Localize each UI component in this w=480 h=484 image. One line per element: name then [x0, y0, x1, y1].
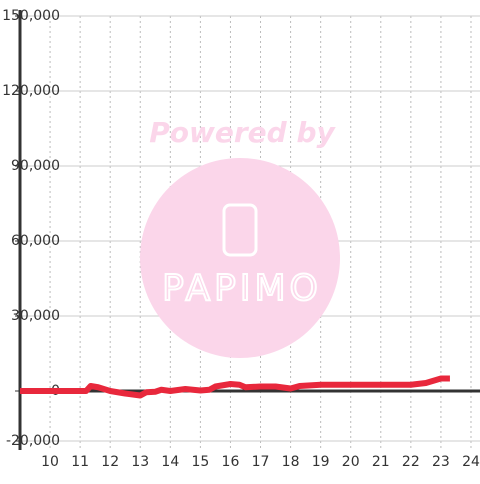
y-tick-label: 90,000 — [11, 158, 60, 174]
x-tick-label: 20 — [342, 454, 360, 470]
x-tick-label: 12 — [101, 454, 119, 470]
x-tick-label: 21 — [372, 454, 390, 470]
y-tick-label: 60,000 — [11, 233, 60, 249]
x-tick-label: 14 — [161, 454, 179, 470]
y-tick-label: 150,000 — [2, 8, 60, 24]
x-tick-label: 22 — [402, 454, 420, 470]
x-tick-label: 13 — [131, 454, 149, 470]
y-tick-label: 120,000 — [2, 83, 60, 99]
series-line — [20, 375, 450, 399]
x-tick-label: 17 — [252, 454, 270, 470]
x-tick-label: 23 — [432, 454, 450, 470]
watermark-circle — [140, 158, 340, 358]
x-tick-label: 10 — [41, 454, 59, 470]
y-tick-label: -20,000 — [6, 433, 60, 449]
y-tick-label: 30,000 — [11, 308, 60, 324]
x-tick-label: 18 — [282, 454, 300, 470]
x-tick-label: 16 — [222, 454, 240, 470]
watermark-logo: PAPIMO — [162, 268, 322, 309]
x-tick-label: 11 — [71, 454, 89, 470]
x-tick-label: 15 — [191, 454, 209, 470]
watermark-text: Powered by — [149, 116, 336, 149]
x-tick-label: 24 — [462, 454, 480, 470]
x-tick-label: 19 — [312, 454, 330, 470]
watermark-icon — [222, 203, 258, 257]
